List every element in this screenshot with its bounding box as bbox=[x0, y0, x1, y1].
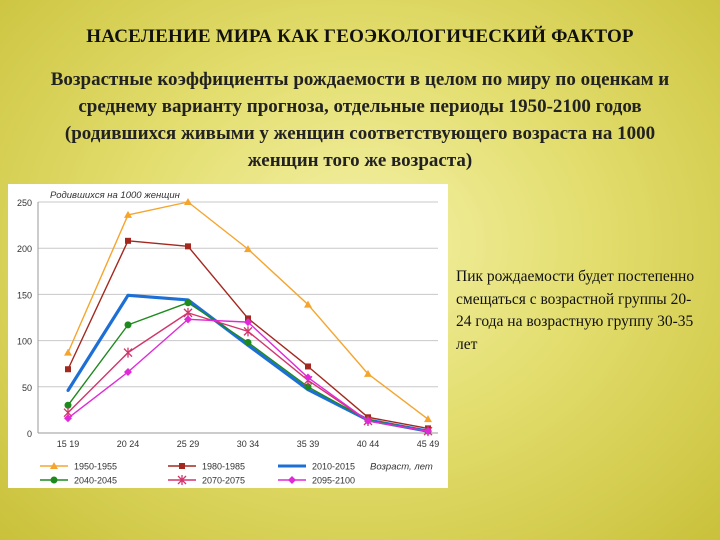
data-point-legend-19801985 bbox=[179, 463, 185, 469]
data-point-19501955 bbox=[184, 198, 192, 205]
data-point-19501955 bbox=[124, 210, 132, 218]
x-tick-label: 30 34 bbox=[237, 439, 260, 449]
y-tick-label: 0 bbox=[27, 429, 32, 439]
chart-panel: 0 50 100 150 200 250 Родившихся на 1000 женщин… bbox=[8, 184, 448, 488]
data-point-20952100 bbox=[424, 427, 432, 436]
data-point-20952100 bbox=[64, 414, 72, 423]
data-point-19501955 bbox=[64, 348, 72, 356]
data-point-20702075 bbox=[243, 326, 253, 337]
y-tick-label: 200 bbox=[17, 244, 32, 254]
data-point-20952100 bbox=[364, 416, 372, 425]
y-tick-label: 50 bbox=[22, 383, 32, 393]
data-point-19501955 bbox=[424, 415, 432, 423]
data-point-legend-19501955 bbox=[50, 462, 58, 469]
slide-title: НАСЕЛЕНИЕ МИРА КАК ГЕОЭКОЛОГИЧЕСКИЙ ФАКТ… bbox=[86, 26, 634, 47]
x-tick-label: 15 19 bbox=[57, 439, 80, 449]
data-point-19801985 bbox=[65, 366, 71, 373]
y-tick-label: 150 bbox=[17, 290, 32, 300]
legend-label: 1980-1985 bbox=[202, 462, 245, 472]
fertility-line-chart: 0 50 100 150 200 250 Родившихся на 1000 женщин… bbox=[17, 190, 440, 486]
side-note: Пик рождаемости будет постепенно смещать… bbox=[456, 268, 695, 353]
data-point-20402045 bbox=[124, 321, 132, 329]
y-tick-label: 100 bbox=[17, 337, 32, 347]
y-tick-label: 250 bbox=[17, 198, 32, 208]
data-point-20402045 bbox=[244, 338, 252, 346]
data-point-20402045 bbox=[64, 401, 72, 409]
data-point-legend-20402045 bbox=[50, 476, 58, 484]
x-tick-label: 45 49 bbox=[417, 439, 440, 449]
data-point-19501955 bbox=[364, 369, 372, 377]
x-tick-label: 25 29 bbox=[177, 439, 200, 449]
data-point-20952100 bbox=[304, 373, 312, 382]
x-tick-label: 35 39 bbox=[297, 439, 320, 449]
data-point-19801985 bbox=[305, 363, 311, 370]
data-point-20952100 bbox=[184, 315, 192, 324]
data-point-20402045 bbox=[184, 299, 192, 307]
data-point-19501955 bbox=[304, 300, 312, 308]
data-point-20952100 bbox=[124, 368, 132, 377]
data-point-20952100 bbox=[244, 318, 252, 327]
data-point-19801985 bbox=[185, 243, 191, 250]
y-axis-title: Родившихся на 1000 женщин bbox=[50, 190, 181, 201]
x-tick-label: 40 44 bbox=[357, 439, 380, 449]
data-point-20102015 bbox=[126, 293, 130, 297]
data-point-20702075 bbox=[123, 347, 133, 358]
x-axis-title: Возраст, лет bbox=[370, 462, 433, 473]
legend-label: 2070-2075 bbox=[202, 476, 245, 486]
legend-label: 2010-2015 bbox=[312, 462, 355, 472]
legend-label: 1950-1955 bbox=[74, 462, 117, 472]
data-point-19801985 bbox=[125, 237, 131, 244]
data-point-legend-20952100 bbox=[288, 476, 296, 484]
data-point-legend-20702075 bbox=[177, 475, 187, 485]
data-point-20402045 bbox=[304, 383, 312, 391]
legend-label: 2095-2100 bbox=[312, 476, 355, 486]
data-point-20102015 bbox=[66, 388, 70, 392]
legend-label: 2040-2045 bbox=[74, 476, 117, 486]
data-point-19501955 bbox=[244, 245, 252, 253]
slide-subtitle: Возрастные коэффициенты рождаемости в це… bbox=[50, 69, 670, 171]
x-tick-label: 20 24 bbox=[117, 439, 140, 449]
